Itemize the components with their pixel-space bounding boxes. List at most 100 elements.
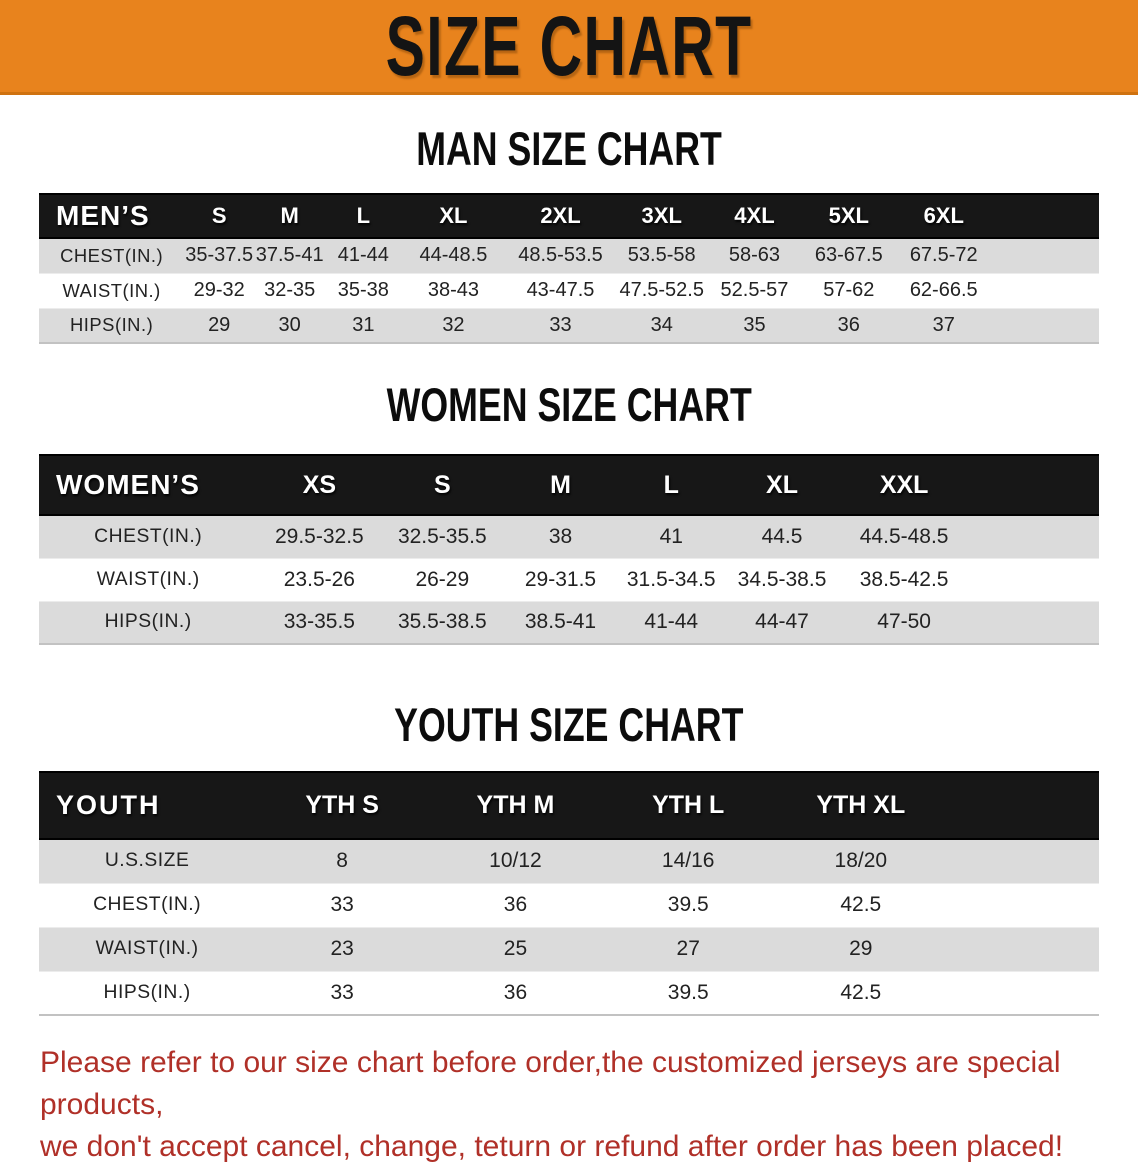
size-column-header: YTH M	[429, 771, 602, 840]
table-row: HIPS(IN.) 33-35.5 35.5-38.5 38.5-41 41-44 44-…	[39, 601, 1099, 644]
size-cell: 44-48.5	[419, 244, 488, 267]
youth-section-heading: YOUTH SIZE CHART	[0, 701, 1138, 749]
youth-table-header: YOUTH YTH S YTH M YTH L YTH XL	[39, 771, 1099, 840]
size-column-header: XL	[724, 454, 840, 516]
size-column-header: 4XL	[707, 193, 802, 239]
men-section-heading: MAN SIZE CHART	[0, 125, 1138, 173]
size-cell: 38	[548, 524, 573, 548]
size-cell: 62-66.5	[909, 279, 978, 301]
size-cell: 57-62	[823, 279, 875, 301]
size-cell: 37.5-41	[255, 244, 324, 267]
size-cell: 14/16	[661, 849, 715, 873]
size-cell: 43-47.5	[526, 279, 595, 301]
youth-table-label: YOUTH	[39, 771, 256, 840]
header-row: MEN’S S M L XL 2XL 3XL 4XL 5XL 6XL	[39, 193, 1099, 239]
size-cell: 23.5-26	[283, 567, 355, 591]
women-table-label: WOMEN’S	[39, 454, 258, 516]
row-label: CHEST(IN.)	[93, 894, 202, 915]
table-row: WAIST(IN.) 23 25 27 29	[39, 927, 1099, 971]
size-cell: 35	[743, 313, 766, 336]
size-column-header: XS	[257, 454, 382, 516]
size-cell: 33	[549, 313, 572, 336]
table-row: CHEST(IN.) 35-37.5 37.5-41 41-44 44-48.5 48.5…	[39, 238, 1099, 273]
disclaimer-line-2: we don't accept cancel, change, teturn o…	[40, 1130, 1064, 1163]
size-column-header: 3XL	[615, 193, 708, 239]
size-column-header: YTH L	[601, 771, 775, 840]
size-cell: 27	[676, 937, 700, 960]
size-column-header: 6XL	[896, 193, 1099, 239]
size-chart-sections: MAN SIZE CHART MEN’S S M L XL 2XL 3XL 4XL 5XL 6XL C…	[0, 125, 1138, 1016]
size-cell: 63-67.5	[814, 244, 883, 267]
disclaimer-note: Please refer to our size chart before or…	[40, 1042, 1100, 1168]
size-cell: 31	[352, 313, 375, 336]
size-cell: 29.5-32.5	[274, 524, 364, 548]
size-cell: 41-44	[337, 244, 389, 267]
youth-size-section: YOUTH SIZE CHART YOUTH YTH S YTH M YTH L YTH …	[0, 701, 1138, 1016]
size-column-header: S	[381, 454, 504, 516]
row-label: CHEST(IN.)	[94, 525, 203, 547]
size-cell: 33-35.5	[283, 610, 355, 634]
size-cell: 35-37.5	[185, 244, 254, 267]
size-cell: 42.5	[840, 980, 882, 1004]
size-cell: 39.5	[667, 893, 709, 916]
size-column-header: YTH XL	[774, 771, 1099, 840]
size-cell: 38.5-41	[524, 610, 597, 634]
size-cell: 29	[208, 313, 231, 336]
table-row: WAIST(IN.) 23.5-26 26-29 29-31.5 31.5-34.5 34…	[39, 558, 1099, 601]
size-cell: 44.5	[761, 524, 803, 548]
men-table-label: MEN’S	[39, 193, 185, 239]
youth-size-table: YOUTH YTH S YTH M YTH L YTH XL U.S.SIZE 8 10/12…	[39, 771, 1099, 1016]
size-cell: 29-31.5	[524, 567, 597, 591]
size-column-header: M	[254, 193, 326, 239]
row-label: U.S.SIZE	[104, 850, 190, 872]
size-column-header: L	[617, 454, 725, 516]
row-label: WAIST(IN.)	[96, 568, 200, 590]
table-row: HIPS(IN.) 33 36 39.5 42.5	[39, 971, 1099, 1015]
size-column-header: S	[184, 193, 255, 239]
size-cell: 67.5-72	[909, 244, 978, 267]
header-row: WOMEN’S XS S M L XL XXL	[39, 454, 1099, 516]
size-cell: 36	[837, 313, 860, 336]
size-column-header: YTH S	[255, 771, 430, 840]
size-column-header: L	[325, 193, 402, 239]
size-cell: 36	[503, 893, 528, 916]
row-label: HIPS(IN.)	[70, 314, 154, 336]
table-row: WAIST(IN.) 29-32 32-35 35-38 38-43 43-47.5 47.…	[39, 273, 1099, 308]
table-row: CHEST(IN.) 33 36 39.5 42.5	[39, 883, 1099, 927]
size-cell: 36	[503, 980, 528, 1004]
size-cell: 31.5-34.5	[626, 567, 716, 591]
size-cell: 10/12	[489, 849, 542, 873]
row-label: WAIST(IN.)	[95, 938, 199, 959]
section-heading-text: MAN SIZE CHART	[416, 122, 722, 175]
size-cell: 37	[932, 313, 955, 336]
size-column-header: M	[503, 454, 618, 516]
size-cell: 38.5-42.5	[859, 567, 949, 591]
size-column-header: XL	[401, 193, 506, 239]
size-cell: 25	[503, 937, 528, 960]
size-cell: 35-38	[337, 279, 389, 301]
women-size-table: WOMEN’S XS S M L XL XXL CHEST(IN.) 29.5-32.5 32.5…	[39, 454, 1099, 645]
size-cell: 33	[330, 893, 354, 916]
size-cell: 58-63	[728, 244, 781, 267]
disclaimer-line-1: Please refer to our size chart before or…	[40, 1046, 1061, 1121]
row-label: WAIST(IN.)	[62, 279, 161, 301]
size-cell: 29-32	[193, 279, 245, 301]
size-cell: 32-35	[264, 279, 316, 301]
size-cell: 32.5-35.5	[397, 524, 487, 548]
size-chart-banner: SIZE CHART	[0, 0, 1138, 95]
size-cell: 52.5-57	[720, 279, 789, 301]
size-cell: 47-50	[877, 610, 931, 634]
size-cell: 33	[330, 980, 354, 1004]
section-heading-text: YOUTH SIZE CHART	[394, 698, 744, 751]
size-cell: 39.5	[667, 980, 709, 1004]
women-size-section: WOMEN SIZE CHART WOMEN’S XS S M L XL XXL CHEST(I…	[0, 381, 1138, 645]
table-row: U.S.SIZE 8 10/12 14/16 18/20	[39, 839, 1099, 883]
women-table-body: CHEST(IN.) 29.5-32.5 32.5-35.5 38 41 44.5 44.5…	[39, 515, 1099, 644]
size-column-header: XXL	[839, 454, 1099, 516]
size-cell: 53.5-58	[627, 244, 696, 267]
size-cell: 18/20	[834, 849, 888, 873]
table-row: HIPS(IN.) 29 30 31 32 33 34 35 36 37	[39, 308, 1099, 343]
men-size-section: MAN SIZE CHART MEN’S S M L XL 2XL 3XL 4XL 5XL 6XL C…	[0, 125, 1138, 344]
header-row: YOUTH YTH S YTH M YTH L YTH XL	[39, 771, 1099, 840]
size-cell: 34	[650, 313, 673, 336]
